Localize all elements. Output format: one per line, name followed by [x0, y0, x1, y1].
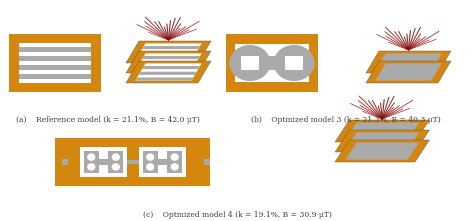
Ellipse shape — [273, 45, 315, 81]
Bar — [19, 47, 91, 52]
Bar — [19, 74, 91, 79]
Bar — [235, 44, 309, 82]
Bar — [19, 65, 91, 70]
Bar — [19, 52, 91, 56]
Ellipse shape — [146, 163, 155, 171]
Ellipse shape — [112, 153, 120, 161]
Polygon shape — [136, 77, 193, 81]
Polygon shape — [346, 132, 419, 150]
Bar — [158, 159, 167, 165]
Polygon shape — [335, 140, 429, 162]
Bar — [99, 159, 108, 165]
Polygon shape — [346, 122, 419, 140]
Polygon shape — [136, 53, 201, 70]
Bar — [19, 43, 91, 83]
Polygon shape — [136, 57, 193, 61]
Bar — [127, 160, 139, 164]
Bar — [139, 147, 186, 177]
Polygon shape — [126, 61, 211, 83]
Polygon shape — [142, 66, 200, 69]
Bar — [167, 151, 182, 173]
Polygon shape — [126, 51, 211, 73]
Polygon shape — [136, 43, 201, 61]
Polygon shape — [136, 63, 201, 81]
Ellipse shape — [87, 163, 95, 171]
Ellipse shape — [146, 153, 155, 161]
Bar — [19, 70, 91, 74]
Bar — [19, 61, 91, 65]
Polygon shape — [335, 120, 429, 142]
Bar — [19, 56, 91, 61]
Bar — [19, 43, 91, 47]
Polygon shape — [375, 53, 442, 70]
Ellipse shape — [87, 153, 95, 161]
Polygon shape — [366, 61, 451, 83]
Polygon shape — [139, 72, 197, 75]
Ellipse shape — [112, 163, 120, 171]
Polygon shape — [335, 130, 429, 152]
Ellipse shape — [171, 163, 179, 171]
Bar — [19, 79, 91, 83]
Polygon shape — [139, 52, 197, 55]
Polygon shape — [142, 56, 200, 59]
Text: (b)    Optmized model 3 (k = 21.3%, B = 40.3 μT): (b) Optmized model 3 (k = 21.3%, B = 40.… — [251, 116, 441, 124]
Bar — [55, 138, 210, 186]
Text: (a)    Reference model (k = 21.1%, B = 42.0 μT): (a) Reference model (k = 21.1%, B = 42.0… — [16, 116, 200, 124]
Bar — [204, 159, 210, 165]
Polygon shape — [139, 62, 197, 65]
Bar — [241, 56, 259, 70]
Bar — [9, 34, 101, 92]
Polygon shape — [142, 46, 200, 49]
Bar — [62, 159, 68, 165]
Bar — [265, 56, 279, 70]
Polygon shape — [366, 51, 451, 73]
Polygon shape — [346, 142, 419, 160]
Polygon shape — [136, 67, 193, 70]
Bar — [143, 151, 158, 173]
Bar — [285, 56, 303, 70]
Ellipse shape — [229, 45, 271, 81]
Bar — [226, 34, 318, 92]
Ellipse shape — [171, 153, 179, 161]
Bar — [80, 147, 127, 177]
Bar — [108, 151, 123, 173]
Text: (c)    Optmized model 4 (k = 19.1%, B = 30.9 μT): (c) Optmized model 4 (k = 19.1%, B = 30.… — [143, 211, 331, 219]
Polygon shape — [375, 63, 442, 81]
Polygon shape — [126, 41, 211, 63]
Bar — [84, 151, 99, 173]
